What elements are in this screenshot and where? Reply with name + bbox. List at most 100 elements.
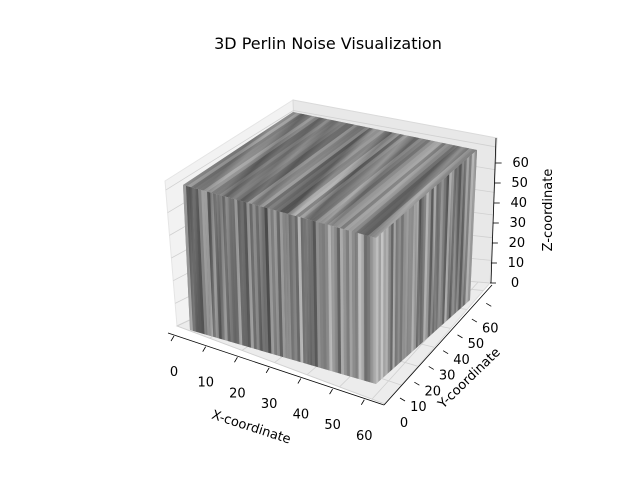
voxel-column-left (267, 208, 275, 355)
voxel-row-top (355, 146, 462, 234)
voxel-row-top (323, 139, 431, 225)
voxel-row-top (251, 125, 362, 205)
y-tick-mark (457, 334, 463, 339)
voxel-column-right (376, 235, 379, 384)
voxel-column-left (183, 185, 193, 331)
z-axis-line (490, 137, 497, 284)
voxel-cube (183, 112, 477, 384)
voxel-column-left (339, 228, 345, 375)
voxel-column-left (318, 222, 324, 369)
voxel-column-right (432, 183, 440, 334)
voxel-column-left (285, 213, 292, 360)
voxel-column-right (430, 185, 437, 336)
voxel-column-left (300, 217, 307, 364)
voxel-column-right (383, 229, 387, 378)
voxel-column-left (225, 196, 234, 343)
y-tick-mark (428, 366, 434, 370)
voxel-column-left (219, 194, 228, 341)
voxel-column-right (390, 222, 394, 372)
y-tick-label: 60 (482, 321, 499, 336)
voxel-column-left (297, 216, 304, 363)
x-tick-mark (265, 367, 270, 374)
voxel-column-right (455, 161, 465, 313)
y-tick-label: 0 (400, 416, 408, 431)
voxel-column-left (357, 233, 362, 380)
voxel-column-left (333, 226, 339, 374)
voxel-column-left (303, 218, 310, 365)
y-axis-line (383, 284, 493, 406)
voxel-column-left (342, 228, 347, 376)
grid-line-z (293, 110, 497, 148)
voxel-column-left (309, 219, 315, 367)
voxel-column-left (348, 230, 353, 378)
voxel-row-top (315, 138, 424, 223)
x-tick-label: 60 (356, 429, 373, 444)
voxel-row-top (275, 130, 385, 212)
cube-top-face (183, 112, 477, 238)
y-tick-mark (414, 381, 420, 386)
voxel-row-top (183, 112, 297, 187)
voxel-row-top (195, 114, 309, 190)
voxel-column-right (408, 205, 414, 355)
voxel-column-left (351, 231, 356, 379)
voxel-row-top (343, 143, 451, 231)
voxel-row-top (331, 141, 439, 227)
voxel-column-right (394, 218, 399, 368)
voxel-column-left (240, 200, 249, 347)
voxel-column-left (312, 220, 318, 368)
voxel-row-top (291, 133, 401, 216)
voxel-row-top (363, 147, 470, 236)
voxel-column-left (231, 198, 240, 345)
voxel-row-top (283, 131, 393, 214)
voxel-column-left (207, 191, 217, 338)
voxel-column-left (222, 195, 231, 342)
voxel-row-top (255, 126, 366, 206)
z-axis: 0 10 20 30 40 50 60 Z-coordinate (490, 137, 556, 291)
voxel-row-top (319, 138, 428, 224)
voxel-row-top (219, 119, 332, 197)
voxel-column-right (411, 202, 417, 353)
voxel-column-left (255, 204, 263, 352)
voxel-column-left (213, 193, 222, 340)
voxel-column-left (204, 190, 214, 337)
voxel-column-right (418, 196, 424, 347)
voxel-row-top (263, 127, 374, 209)
voxel-column-left (249, 203, 257, 350)
voxel-row-top (295, 134, 405, 218)
voxel-row-top (203, 115, 316, 192)
voxel-row-top (227, 120, 339, 199)
voxel-column-left (306, 218, 313, 366)
x-tick-mark (234, 357, 238, 363)
voxel-column-left (234, 199, 243, 346)
voxel-column-left (336, 227, 342, 374)
voxel-row-top (359, 146, 466, 235)
x-tick-mark (297, 378, 302, 384)
y-tick-mark (399, 397, 406, 402)
voxel-column-left (243, 201, 252, 348)
voxel-row-top (207, 116, 320, 193)
voxel-column-left (330, 225, 336, 373)
y-tick-label: 20 (424, 384, 441, 399)
voxel-stripes (183, 112, 477, 384)
chart-title: 3D Perlin Noise Visualization (214, 34, 442, 53)
x-tick-label: 30 (261, 397, 278, 412)
z-tick-label: 20 (509, 236, 526, 251)
voxel-column-right (453, 163, 462, 315)
voxel-column-right (425, 189, 432, 340)
z-tick-label: 30 (510, 216, 527, 231)
voxel-column-left (192, 187, 202, 334)
grid-line-y (176, 325, 386, 405)
x-tick-label: 10 (197, 376, 214, 391)
voxel-column-left (276, 210, 283, 357)
voxel-row-top (299, 134, 408, 219)
voxel-column-right (462, 154, 472, 307)
voxel-column-right (385, 227, 389, 376)
voxel-row-top (235, 122, 347, 201)
voxel-row-top (339, 142, 447, 230)
voxel-row-top (259, 127, 370, 208)
voxel-column-right (404, 209, 409, 359)
voxel-column-left (252, 204, 260, 351)
voxel-column-right (415, 198, 422, 349)
